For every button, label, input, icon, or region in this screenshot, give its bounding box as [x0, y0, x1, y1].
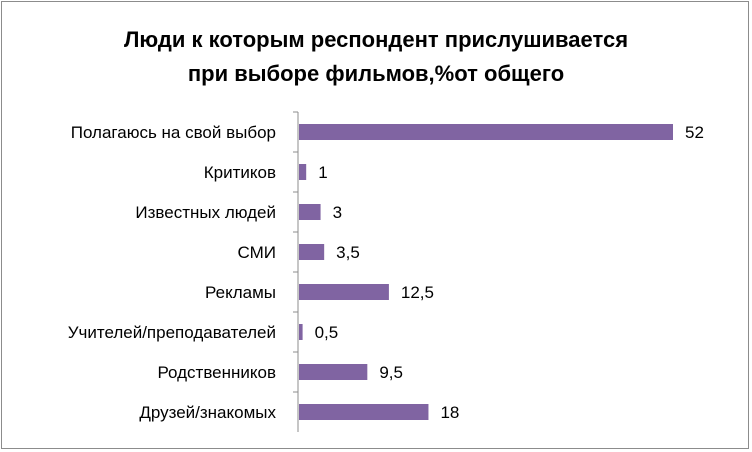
bar [299, 124, 673, 140]
bar [299, 364, 368, 380]
bar [299, 284, 389, 300]
bar [299, 244, 325, 260]
category-label: Известных людей [135, 203, 276, 222]
category-label: Учителей/преподавателей [68, 323, 276, 342]
data-label: 1 [318, 163, 327, 182]
data-label: 0,5 [315, 323, 339, 342]
category-label: Полагаюсь на свой выбор [71, 123, 276, 142]
category-label: Друзей/знакомых [139, 403, 276, 422]
category-label: СМИ [238, 243, 276, 262]
bar [299, 324, 303, 340]
category-label: Критиков [204, 163, 276, 182]
data-label: 18 [440, 403, 459, 422]
chart-title-line-2: при выборе фильмов,%от общего [188, 61, 564, 86]
plot-area: Полагаюсь на свой выбор 52 Критиков 1 Извест… [68, 111, 704, 432]
bar [299, 204, 321, 220]
chart-title-line-1: Люди к которым респондент прислушивается [124, 27, 628, 52]
category-label: Родственников [157, 363, 276, 382]
data-label: 9,5 [379, 363, 403, 382]
data-label: 3 [333, 203, 342, 222]
data-label: 52 [685, 123, 704, 142]
bar [299, 404, 429, 420]
data-label: 12,5 [401, 283, 434, 302]
data-label: 3,5 [336, 243, 360, 262]
bar [299, 164, 307, 180]
category-label: Рекламы [205, 283, 276, 302]
